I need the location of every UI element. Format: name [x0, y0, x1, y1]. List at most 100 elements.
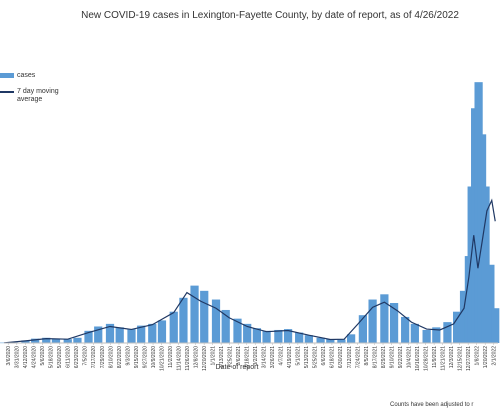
bar	[274, 329, 283, 343]
x-tick-label: 10/9/2020	[151, 346, 157, 368]
x-tick-label: 11/14/2020	[176, 346, 182, 371]
bar	[486, 264, 495, 343]
x-tick-label: 4/24/2020	[32, 346, 38, 368]
x-tick-label: 3/31/2020	[15, 346, 21, 368]
x-tick-label: 5/18/2020	[49, 346, 55, 368]
x-tick-label: 8/5/2021	[364, 346, 370, 366]
legend-swatch-moving-average	[0, 91, 14, 93]
bar	[262, 330, 271, 343]
bar	[94, 326, 103, 343]
x-tick-label: 10/28/2021	[423, 346, 429, 371]
x-tick-label: 8/22/2020	[117, 346, 123, 368]
bar	[410, 323, 419, 343]
bar	[137, 325, 146, 343]
legend-label-moving-average: 7 day moving average	[17, 88, 59, 103]
bar	[380, 294, 389, 343]
x-tick-label: 1/8/2022	[475, 346, 481, 366]
bar	[31, 338, 40, 343]
x-tick-label: 2/6/2021	[236, 346, 242, 366]
x-tick-label: 1/20/2022	[483, 346, 489, 368]
chart-legend: cases 7 day moving average	[0, 72, 81, 110]
x-tick-label: 1/13/2021	[219, 346, 225, 368]
bar	[252, 328, 261, 343]
bar	[42, 337, 51, 343]
bar	[337, 339, 346, 343]
bar	[347, 334, 356, 343]
chart-title: New COVID-19 cases in Lexington-Fayette …	[81, 10, 459, 21]
x-tick-label: 3/14/2021	[262, 346, 268, 368]
x-tick-label: 12/8/2020	[193, 346, 199, 368]
bar	[127, 329, 136, 343]
x-tick-label: 6/30/2021	[338, 346, 344, 368]
x-tick-label: 4/19/2021	[287, 346, 293, 368]
x-tick-label: 10/16/2021	[415, 346, 421, 371]
x-tick-label: 1/1/2021	[210, 346, 216, 366]
bar	[243, 323, 252, 343]
x-tick-label: 5/13/2021	[304, 346, 310, 368]
bar	[304, 335, 313, 343]
x-tick-label: 8/10/2020	[108, 346, 114, 368]
bar	[179, 297, 188, 343]
bar	[459, 290, 469, 343]
bar	[63, 339, 72, 343]
x-tick-label: 2/1/2022	[492, 346, 498, 366]
bar	[389, 303, 399, 343]
bar	[190, 285, 199, 343]
bar	[73, 337, 82, 343]
bar	[358, 315, 368, 343]
legend-item-moving-average: 7 day moving average	[0, 88, 81, 104]
bar	[157, 320, 167, 343]
bar	[148, 323, 157, 343]
moving-average-line	[3, 198, 496, 344]
x-tick-label: 1/25/2021	[228, 346, 234, 368]
x-tick-label: 7/5/2020	[83, 346, 89, 366]
x-tick-label: 11/2/2020	[168, 346, 174, 368]
bar	[283, 329, 293, 343]
legend-item-cases: cases	[0, 72, 81, 80]
bar	[200, 290, 209, 343]
bar	[51, 338, 61, 343]
x-tick-label: 7/12/2021	[347, 346, 353, 368]
x-tick-label: 4/7/2021	[279, 346, 285, 366]
x-tick-label: 9/22/2021	[398, 346, 404, 368]
bar	[221, 309, 230, 343]
bar	[368, 299, 377, 343]
x-tick-label: 6/11/2020	[66, 346, 72, 368]
x-tick-label: 11/21/2021	[440, 346, 446, 371]
x-tick-label: 12/15/2021	[457, 346, 463, 371]
bar	[443, 322, 452, 343]
x-axis-title: Date of report	[215, 364, 259, 371]
x-tick-label: 5/1/2021	[296, 346, 302, 366]
x-tick-label: 9/3/2020	[125, 346, 131, 366]
x-tick-label: 10/21/2020	[159, 346, 165, 371]
x-tick-label: 5/30/2020	[57, 346, 63, 368]
bar	[422, 329, 431, 343]
bar	[401, 316, 410, 343]
legend-swatch-cases	[0, 73, 14, 78]
bar	[233, 318, 242, 343]
bar	[295, 332, 304, 343]
x-tick-label: 8/17/2021	[372, 346, 378, 368]
bar	[432, 327, 441, 343]
bar	[453, 311, 462, 343]
bar	[481, 186, 490, 343]
bar	[491, 308, 500, 343]
x-tick-label: 7/24/2021	[355, 346, 361, 368]
x-tick-label: 9/15/2020	[134, 346, 140, 368]
x-tick-label: 7/29/2020	[100, 346, 106, 368]
x-tick-label: 11/9/2021	[432, 346, 438, 368]
x-tick-label: 8/29/2021	[381, 346, 387, 368]
bar	[84, 330, 93, 343]
bar	[105, 323, 115, 343]
x-tick-label: 3/26/2021	[270, 346, 276, 368]
x-tick-label: 12/27/2021	[466, 346, 472, 371]
x-tick-label: 4/12/2020	[23, 346, 29, 368]
legend-label-cases: cases	[17, 72, 36, 79]
bar	[21, 340, 30, 343]
x-tick-label: 10/4/2021	[406, 346, 412, 368]
x-tick-label: 6/23/2020	[74, 346, 80, 368]
x-tick-label: 6/6/2021	[321, 346, 327, 366]
bar	[316, 337, 325, 343]
x-tick-label: 12/20/2020	[202, 346, 208, 371]
